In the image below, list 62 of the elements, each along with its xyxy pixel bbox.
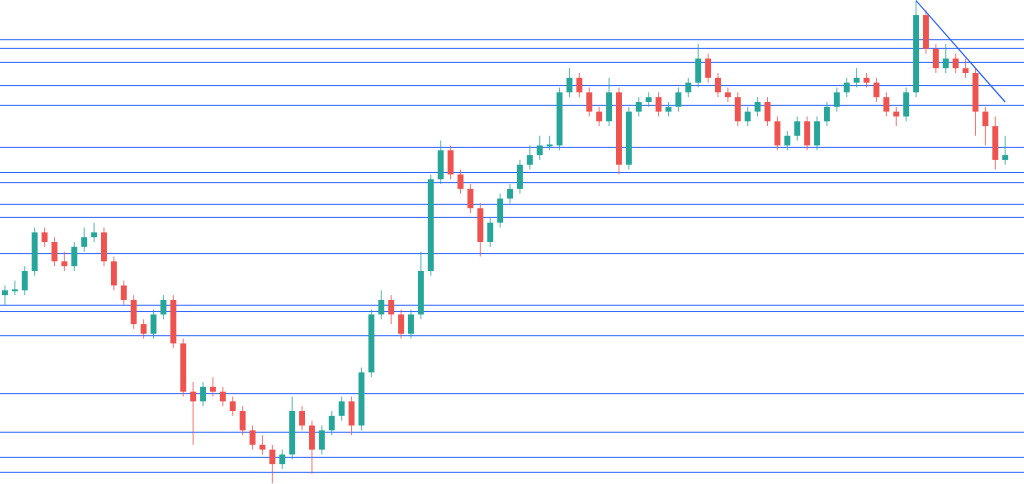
candlestick: [259, 434, 266, 455]
candlestick: [467, 183, 474, 214]
candlestick: [200, 381, 206, 407]
candlestick: [239, 405, 246, 436]
candlestick: [942, 43, 949, 74]
candlestick: [536, 135, 543, 161]
candlestick: [873, 77, 880, 103]
candlestick: [754, 96, 761, 117]
candlestick: [408, 309, 414, 340]
candlestick: [566, 67, 573, 98]
candlestick: [596, 106, 603, 127]
candlestick: [932, 43, 939, 74]
candlestick: [487, 217, 494, 248]
candlestick: [1002, 135, 1009, 166]
candlestick: [546, 135, 553, 151]
candlestick: [833, 87, 840, 113]
candlestick: [299, 405, 306, 431]
candlestick: [823, 101, 830, 127]
candlestick: [883, 92, 890, 117]
candlestick: [328, 410, 335, 436]
candlestick: [71, 241, 78, 272]
candlestick: [190, 381, 197, 446]
candlestick: [11, 280, 18, 296]
candlestick: [318, 425, 325, 455]
candlestick: [586, 87, 593, 117]
candlestick: [249, 425, 256, 451]
candlestick: [526, 145, 533, 171]
candlestick: [952, 53, 959, 74]
candlestick: [269, 444, 276, 484]
candlestick: [378, 289, 385, 320]
candlestick: [219, 386, 226, 407]
candlestick: [784, 130, 791, 151]
candlestick: [744, 106, 751, 127]
candlestick: [279, 449, 286, 470]
candlestick: [61, 251, 68, 272]
candlestick: [81, 227, 88, 253]
candlestick: [388, 294, 395, 325]
candlestick: [715, 72, 721, 98]
candlestick: [338, 396, 345, 422]
candlestick: [724, 87, 731, 103]
candlestick: [21, 265, 28, 296]
candlestick: [507, 183, 513, 204]
candlestick: [655, 92, 662, 117]
candlestick: [843, 77, 850, 98]
candlestick: [140, 318, 147, 340]
candlestick: [41, 227, 48, 248]
candlestick: [209, 376, 216, 398]
candlestick: [120, 280, 127, 306]
candlestick: [962, 58, 969, 79]
candlestick: [794, 116, 801, 142]
candlestick: [635, 96, 642, 117]
candlestick: [685, 77, 692, 98]
candlestick: [1, 285, 8, 306]
candlestick: [91, 222, 98, 243]
candlestick: [229, 396, 236, 417]
candlestick: [853, 67, 860, 88]
candlestick: [982, 106, 989, 146]
candlestick: [398, 309, 405, 340]
candlestick: [675, 87, 682, 113]
candlestick: [705, 53, 712, 84]
candlestick: [576, 72, 583, 98]
candlestick: [160, 294, 167, 320]
